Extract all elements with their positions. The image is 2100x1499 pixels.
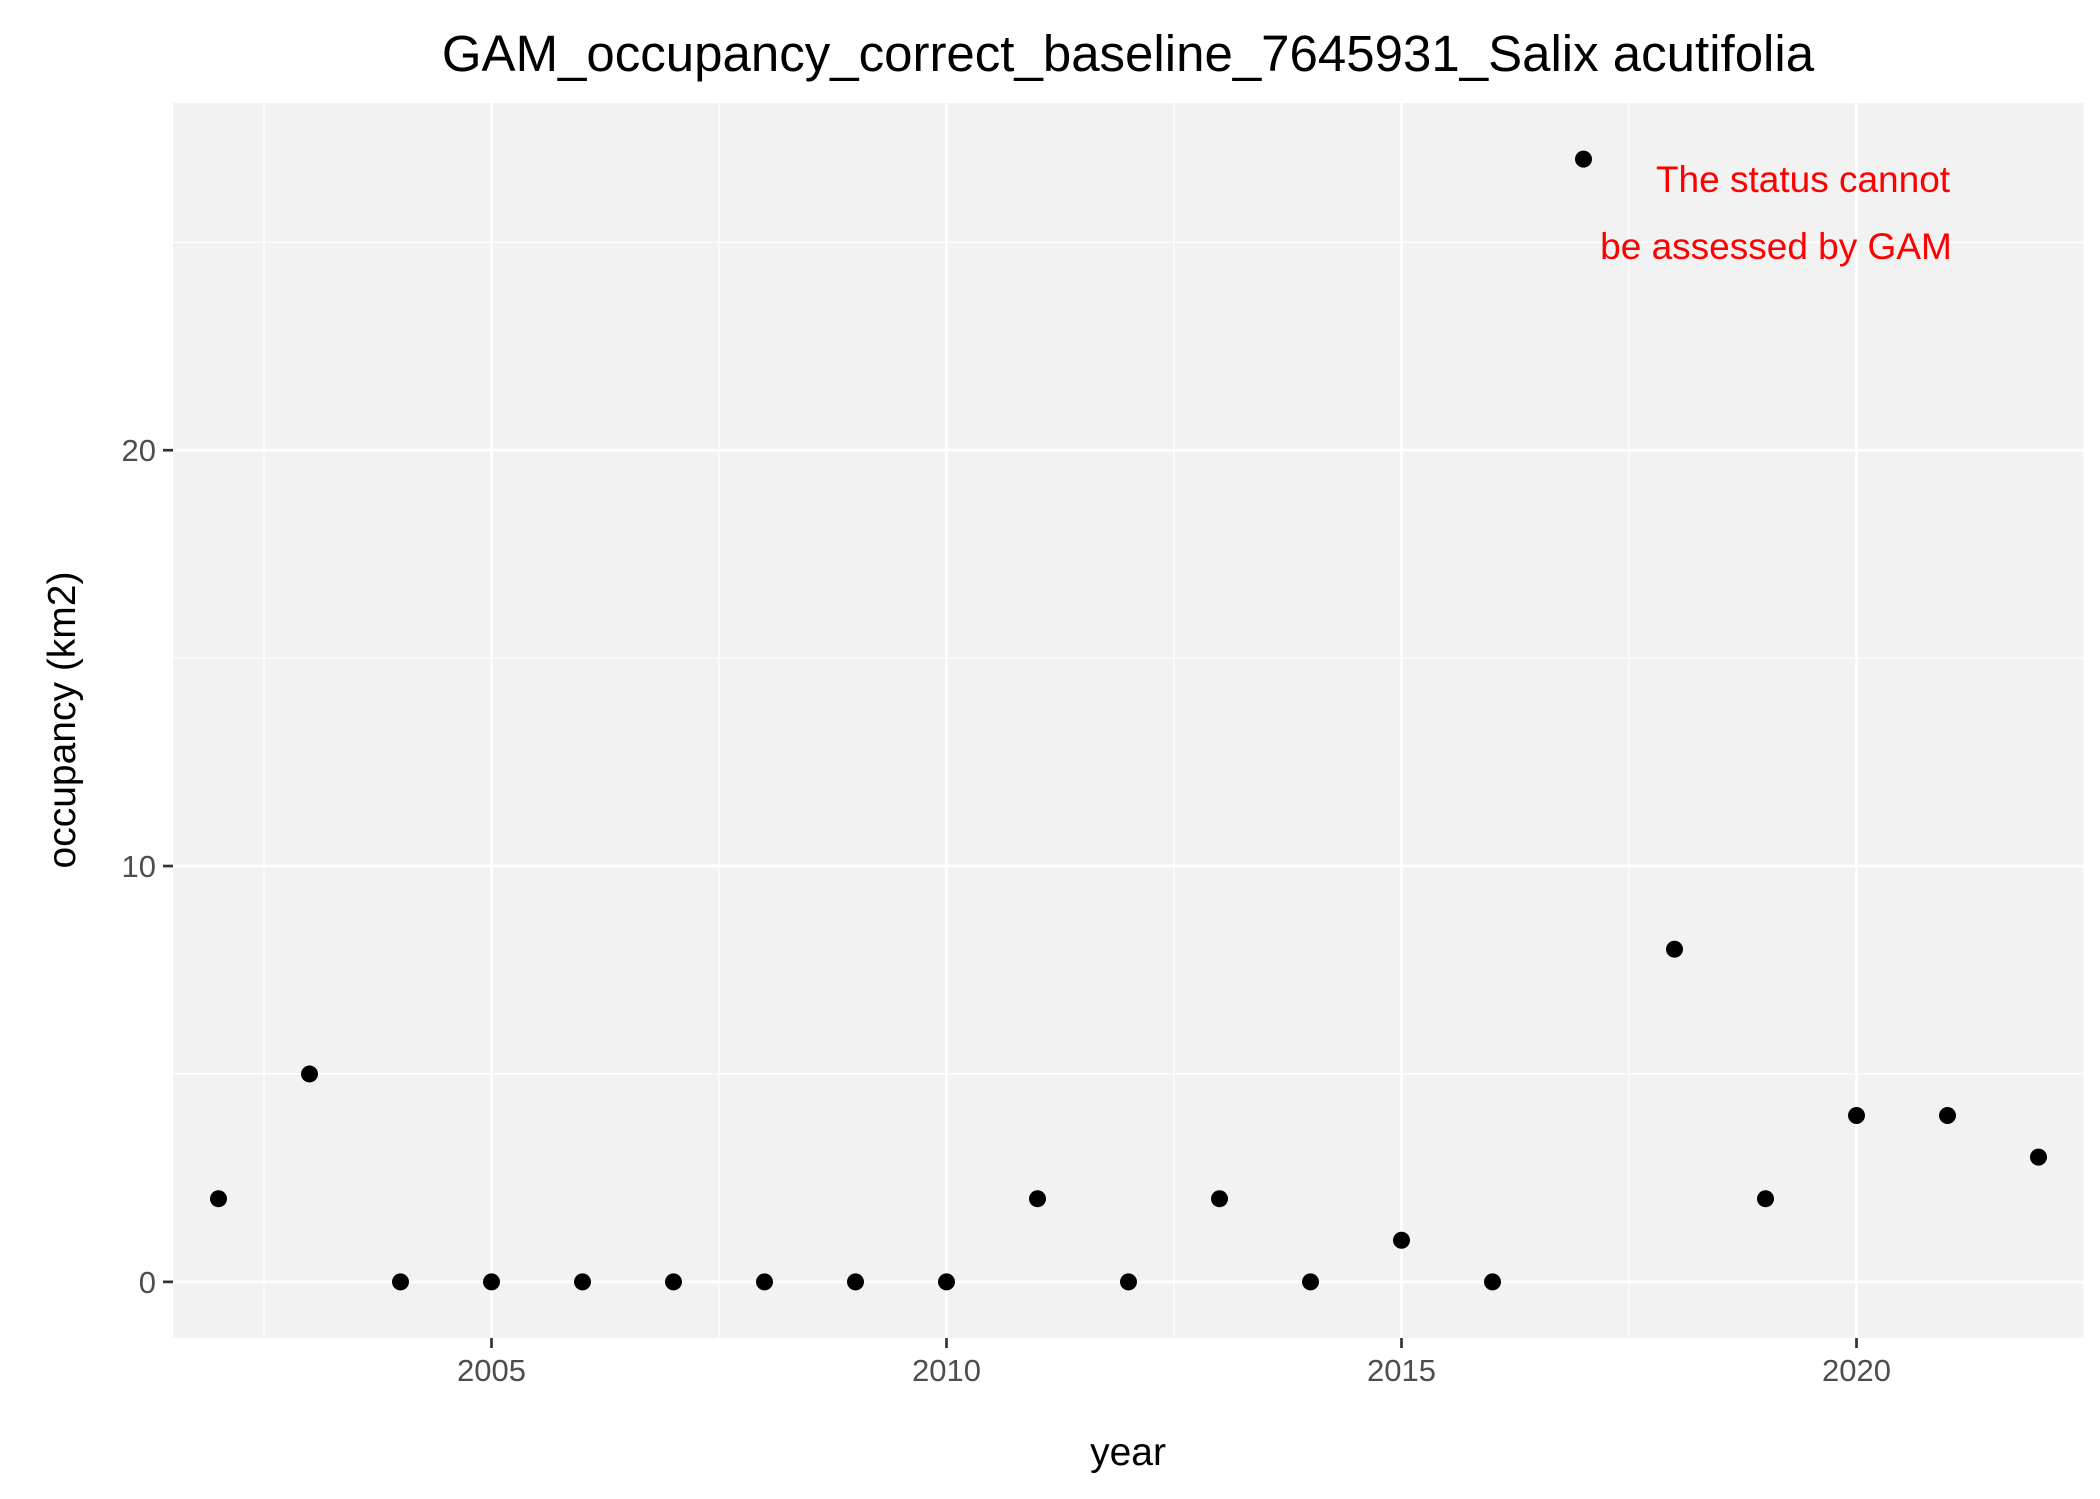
y-axis-title: occupancy (km2) (41, 572, 84, 869)
data-point (1029, 1190, 1046, 1208)
y-tick-label: 20 (122, 433, 156, 468)
data-point (665, 1273, 682, 1291)
annotation-line-2: be assessed by GAM (1600, 226, 1952, 267)
data-point (483, 1273, 500, 1291)
data-point (938, 1273, 955, 1291)
data-point (2030, 1148, 2047, 1166)
data-point (1302, 1273, 1319, 1291)
data-point (847, 1273, 864, 1291)
y-axis: 0 10 20 (122, 433, 173, 1300)
data-point (1666, 940, 1683, 958)
x-tick-label: 2005 (457, 1353, 526, 1388)
data-point (1757, 1190, 1774, 1208)
x-axis: 2005 2010 2015 2020 (457, 1338, 1891, 1388)
data-point (574, 1273, 591, 1291)
chart-title: GAM_occupancy_correct_baseline_7645931_S… (442, 25, 1815, 82)
data-point (1939, 1107, 1956, 1125)
x-tick-label: 2015 (1367, 1353, 1436, 1388)
data-point (1575, 150, 1592, 168)
data-point (756, 1273, 773, 1291)
data-point (1393, 1231, 1410, 1249)
data-point (1848, 1107, 1865, 1125)
x-tick-label: 2010 (912, 1353, 981, 1388)
data-points (210, 150, 2047, 1291)
data-point (1211, 1190, 1228, 1208)
plot-panel (173, 103, 2084, 1338)
data-point (1484, 1273, 1501, 1291)
major-gridlines (173, 103, 2084, 1338)
data-point (392, 1273, 409, 1291)
data-point (301, 1065, 318, 1083)
status-annotation: The status cannot be assessed by GAM (1600, 159, 1952, 267)
x-axis-title: year (1090, 1431, 1166, 1474)
annotation-line-1: The status cannot (1656, 159, 1951, 200)
data-point (210, 1190, 227, 1208)
data-point (1120, 1273, 1137, 1291)
y-tick-label: 0 (139, 1265, 156, 1300)
y-tick-label: 10 (122, 849, 156, 884)
x-tick-label: 2020 (1822, 1353, 1891, 1388)
